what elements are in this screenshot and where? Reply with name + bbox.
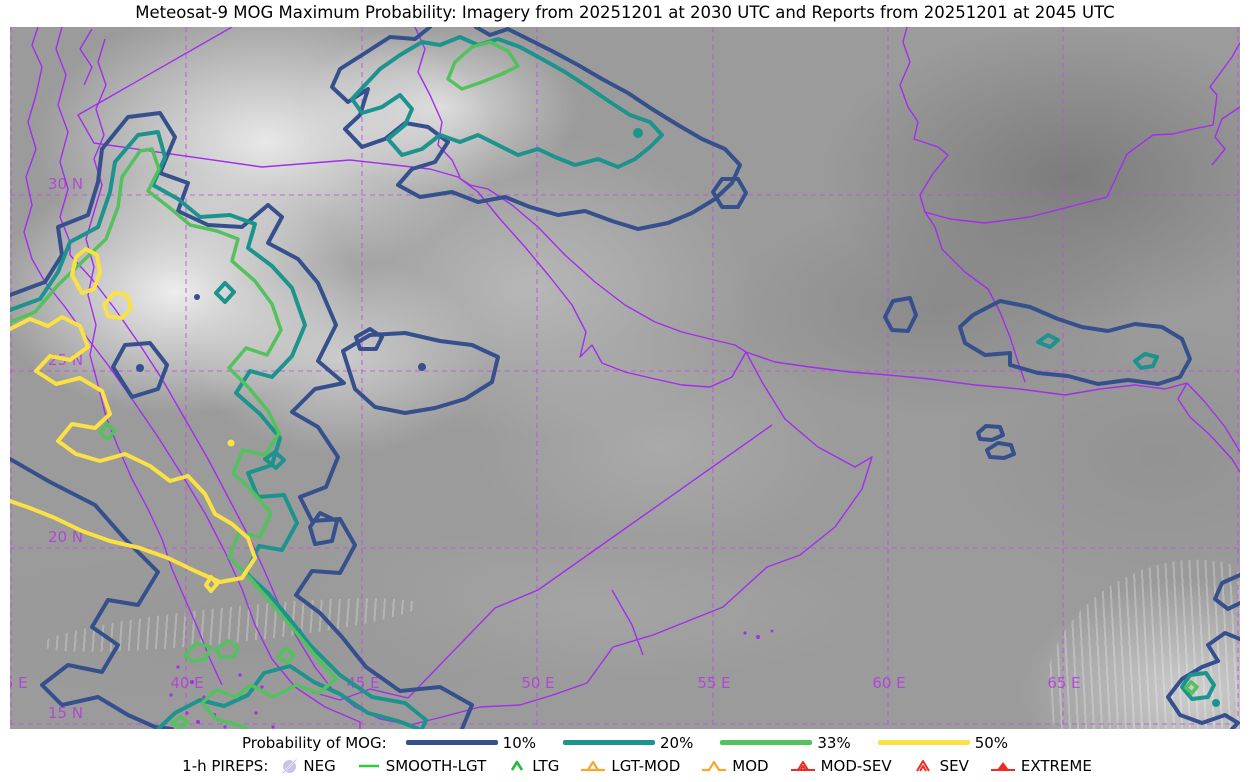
legend-item-label: 20%	[660, 733, 694, 752]
legend-item-label: SEV	[939, 757, 969, 775]
legend-item-10pct: 10%	[405, 733, 537, 752]
contour-33pct-swatch	[720, 740, 813, 745]
contour-33pct	[10, 40, 1199, 729]
legend-item-33pct: 33%	[720, 733, 851, 752]
probability-legend-label: Probability of MOG:	[241, 733, 387, 752]
legend-item-neg: NEG	[281, 757, 336, 775]
ltg-icon	[511, 760, 524, 771]
lat-label-20n: 20 N	[48, 528, 83, 546]
legend-item-ltg: LTG	[507, 757, 559, 775]
lat-label-30n: 30 N	[48, 175, 83, 193]
lon-label-40e: 40 E	[170, 674, 203, 692]
legend-item-20pct: 20%	[563, 734, 693, 752]
contour-50pct-swatch	[877, 740, 970, 745]
lon-label-65e: 65 E	[1047, 674, 1080, 692]
country-borders	[23, 27, 1240, 729]
legend-item-label: LTG	[532, 757, 560, 775]
contour-20pct	[10, 35, 1216, 729]
legend-item-smooth-lgt: SMOOTH-LGT	[357, 757, 487, 775]
contour-10pct	[10, 27, 1240, 729]
contour-10pct-swatch	[405, 740, 498, 745]
legend-item-label: 50%	[974, 733, 1009, 752]
lon-label-55e: 55 E	[697, 674, 730, 692]
legend-item-label: EXTREME	[1020, 757, 1092, 775]
contour-20pct-dots	[633, 128, 1220, 707]
neg-icon	[282, 758, 298, 774]
legend-item-label: NEG	[303, 757, 336, 775]
lon-label-35e: 35 E	[10, 674, 28, 692]
graticule-labels: 30 N 25 N 20 N 15 N 35 E 40 E 45 E 50 E …	[10, 175, 1081, 722]
legend-item-mod: MOD	[701, 757, 769, 775]
legend-item-mod-sev: MOD-SEV	[790, 757, 892, 775]
legend-item-label: MOD-SEV	[820, 757, 892, 775]
map-overlay: 30 N 25 N 20 N 15 N 35 E 40 E 45 E 50 E …	[10, 27, 1240, 729]
mod-sev-icon	[790, 761, 815, 771]
mod-icon	[702, 760, 727, 772]
lat-label-15n: 15 N	[48, 704, 83, 722]
contour-50pct-dots	[227, 439, 235, 447]
legend-item-lgt-mod: LGT-MOD	[580, 757, 680, 775]
legend-item-label: 10%	[502, 733, 537, 752]
extreme-icon	[990, 762, 1015, 771]
sev-icon	[915, 760, 930, 772]
smooth-lgt-icon	[358, 764, 379, 768]
lon-label-60e: 60 E	[872, 674, 905, 692]
lgt-mod-icon	[581, 760, 606, 772]
contour-50pct	[10, 247, 257, 593]
legend-item-label: 33%	[817, 733, 851, 752]
legend-item-extreme: EXTREME	[990, 757, 1092, 775]
legend-item-50pct: 50%	[877, 733, 1009, 752]
graticule-lines	[10, 27, 1240, 729]
legend-item-label: MOD	[732, 757, 769, 775]
pireps-legend-label: 1-h PIREPS:	[182, 757, 269, 775]
contour-20pct-swatch	[563, 740, 656, 745]
lon-label-50e: 50 E	[521, 674, 554, 692]
legend-item-sev: SEV	[913, 757, 969, 775]
satellite-map: 30 N 25 N 20 N 15 N 35 E 40 E 45 E 50 E …	[10, 27, 1240, 729]
probability-legend: Probability of MOG: 10% 20% 33% 50%	[0, 733, 1250, 752]
page-title: Meteosat-9 MOG Maximum Probability: Imag…	[135, 3, 1115, 22]
legend-item-label: SMOOTH-LGT	[385, 757, 487, 775]
pireps-legend: 1-h PIREPS: NEG SMOOTH-LGT LTG	[12, 755, 1250, 777]
legend-item-label: LGT-MOD	[611, 757, 681, 775]
